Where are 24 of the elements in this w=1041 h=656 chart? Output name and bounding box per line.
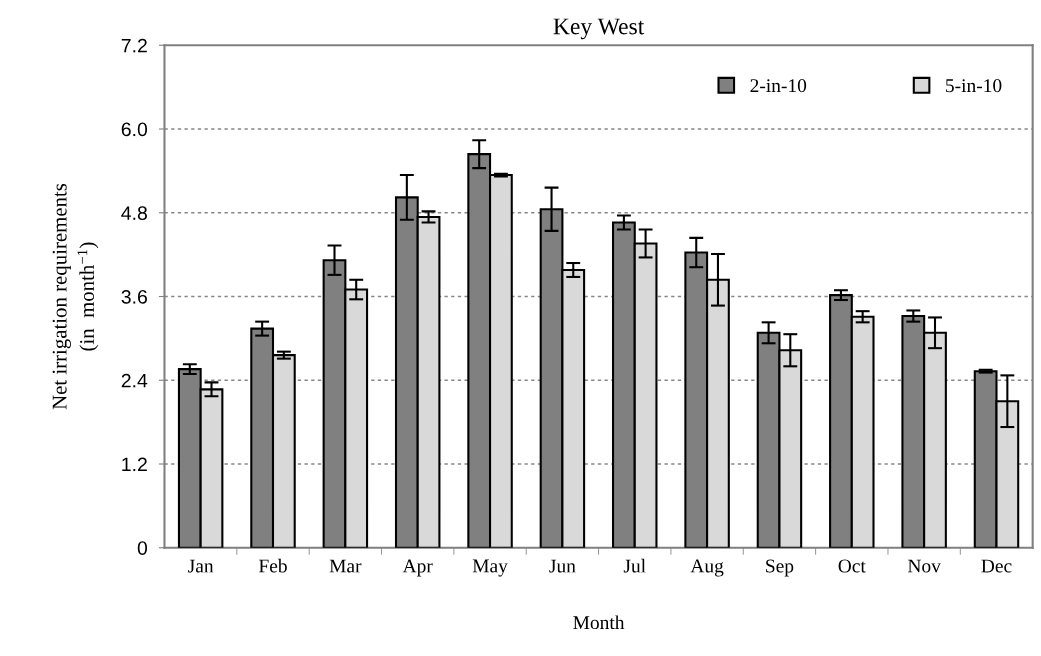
x-tick-label: Jun — [549, 559, 576, 573]
x-tick-label: Nov — [907, 559, 941, 573]
x-axis-title: Month — [573, 615, 625, 630]
x-tick-label: Aug — [690, 559, 724, 577]
chart-title: Key West — [553, 18, 645, 40]
y-tick-label: 3.6 — [121, 289, 147, 304]
x-tick-label: Jul — [623, 558, 646, 573]
x-tick-label: May — [472, 559, 508, 577]
y-tick-label: 4.8 — [121, 206, 147, 220]
x-tick-label: Jan — [188, 559, 214, 573]
y-tick-label: 7.2 — [121, 38, 147, 53]
y-tick-label: 2.4 — [121, 373, 148, 388]
x-tick-label: Oct — [838, 559, 866, 573]
legend-label: 2-in-10 — [750, 79, 807, 93]
y-tick-label: 1.2 — [122, 457, 147, 472]
x-tick-label: Mar — [329, 559, 362, 573]
y-axis-title: Net irrigation requirements (in month$^{−1}$) — [52, 183, 99, 410]
y-tick-label: 6.0 — [121, 122, 148, 137]
legend-label: 5-in-10 — [946, 79, 1002, 93]
x-tick-label: Dec — [981, 559, 1012, 573]
x-tick-label: Feb — [258, 558, 287, 573]
y-tick-label: 0 — [137, 541, 148, 555]
x-tick-label: Sep — [766, 559, 794, 577]
x-tick-label: Apr — [402, 559, 433, 577]
